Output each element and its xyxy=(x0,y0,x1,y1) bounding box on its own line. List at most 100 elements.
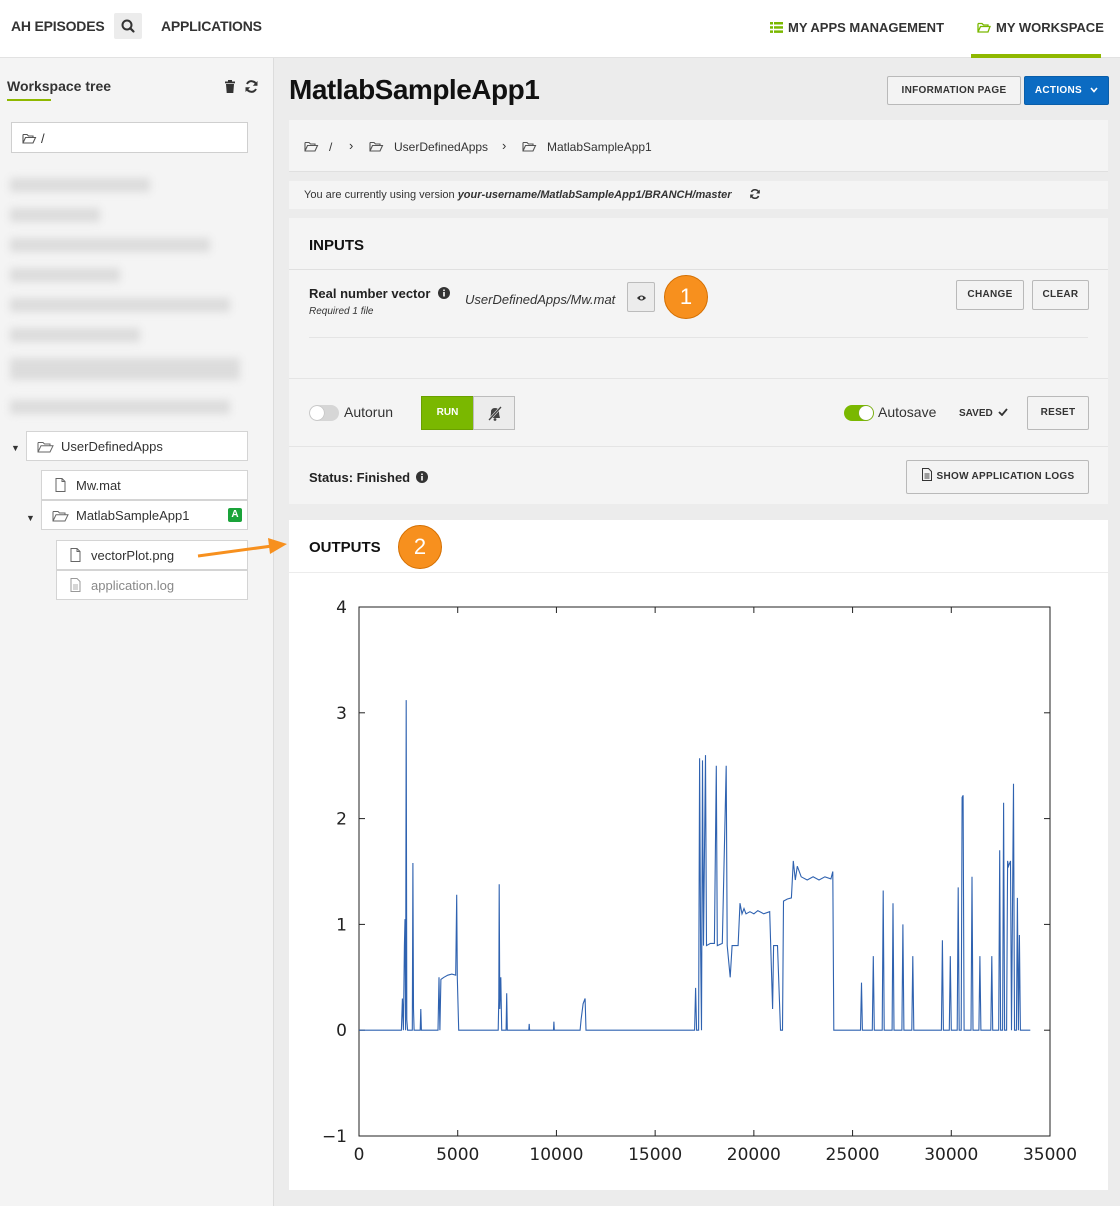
breadcrumb-folder[interactable]: UserDefinedApps xyxy=(394,140,489,154)
breadcrumb-root[interactable]: / xyxy=(329,140,333,154)
x-tick-label: 25000 xyxy=(826,1145,880,1165)
nav-my-apps-management-label: MY APPS MANAGEMENT xyxy=(788,20,945,35)
y-tick-label: 4 xyxy=(336,598,347,618)
preview-button[interactable] xyxy=(627,282,655,312)
workspace-tree-underline xyxy=(7,99,51,101)
info-icon[interactable] xyxy=(438,287,450,299)
app-badge: A xyxy=(228,508,242,522)
breadcrumb-current: MatlabSampleApp1 xyxy=(547,140,652,154)
autosave-toggle[interactable] xyxy=(844,405,874,421)
y-tick-label: 1 xyxy=(336,915,347,935)
outputs-panel: OUTPUTS 2 0 5000 10000 15000 20000 25000 30000… xyxy=(289,520,1108,1190)
show-application-logs-label: SHOW APPLICATION LOGS xyxy=(936,471,1075,482)
series-line xyxy=(359,700,1031,1031)
check-icon xyxy=(997,408,1008,417)
divider xyxy=(289,378,1108,379)
file-icon xyxy=(55,478,66,492)
workspace-sidebar: Workspace tree / ▼ UserDefinedApps Mw.ma… xyxy=(0,58,274,1206)
input-file-path: UserDefinedApps/Mw.mat xyxy=(465,292,616,307)
active-tab-indicator xyxy=(971,54,1101,58)
autosave-label: Autosave xyxy=(878,404,937,420)
real-number-vector-label: Real number vector xyxy=(309,286,450,301)
required-file-note: Required 1 file xyxy=(309,306,374,317)
vector-plot-chart: 0 5000 10000 15000 20000 25000 30000 35000 −1 0 1 2… xyxy=(322,598,1077,1165)
x-tick-label: 30000 xyxy=(924,1145,978,1165)
redacted-tree-row xyxy=(10,208,100,222)
workspace-root-path[interactable]: / xyxy=(11,122,248,153)
tree-file-mw-mat-label: Mw.mat xyxy=(76,478,121,493)
eye-icon xyxy=(637,295,646,301)
nav-my-workspace[interactable]: MY WORKSPACE xyxy=(977,20,1104,35)
nav-my-workspace-label: MY WORKSPACE xyxy=(996,20,1104,35)
file-text-icon xyxy=(921,468,932,481)
saved-indicator: SAVED xyxy=(959,408,1008,419)
search-button[interactable] xyxy=(114,13,142,39)
redacted-tree-row xyxy=(10,358,240,380)
file-icon xyxy=(70,548,81,562)
folder-open-icon xyxy=(37,442,54,453)
nav-my-apps-management[interactable]: MY APPS MANAGEMENT xyxy=(770,20,944,35)
divider xyxy=(289,446,1108,447)
tree-file-vectorplot[interactable]: vectorPlot.png xyxy=(56,540,248,570)
x-tick-label: 35000 xyxy=(1023,1145,1077,1165)
show-application-logs-button[interactable]: SHOW APPLICATION LOGS xyxy=(906,460,1089,494)
folder-open-icon xyxy=(977,22,991,33)
file-text-icon xyxy=(70,578,81,592)
real-number-vector-label-text: Real number vector xyxy=(309,286,431,301)
nav-applications[interactable]: APPLICATIONS xyxy=(161,18,262,34)
tree-file-application-log[interactable]: application.log xyxy=(56,570,248,600)
refresh-icon[interactable] xyxy=(244,79,259,94)
x-tick-label: 10000 xyxy=(529,1145,583,1165)
tree-folder-userdefinedapps[interactable]: UserDefinedApps xyxy=(26,431,248,461)
caret-down-icon[interactable]: ▼ xyxy=(11,443,20,453)
run-button[interactable]: RUN xyxy=(421,396,474,430)
inputs-panel: INPUTS Real number vector Required 1 fil… xyxy=(289,218,1108,504)
version-prefix: You are currently using version xyxy=(304,189,455,201)
y-tick-label: 3 xyxy=(336,704,347,724)
nav-ah-episodes[interactable]: AH EPISODES xyxy=(11,18,105,34)
clear-button[interactable]: CLEAR xyxy=(1032,280,1089,310)
actions-button[interactable]: ACTIONS xyxy=(1024,76,1109,105)
x-tick-label: 0 xyxy=(354,1145,365,1165)
information-page-button[interactable]: INFORMATION PAGE xyxy=(887,76,1021,105)
tree-folder-matlabsampleapp1-label: MatlabSampleApp1 xyxy=(76,508,190,523)
redacted-tree-row xyxy=(10,328,140,342)
info-icon[interactable] xyxy=(415,471,428,483)
workspace-tree-title: Workspace tree xyxy=(7,78,112,94)
change-button[interactable]: CHANGE xyxy=(956,280,1024,310)
redacted-tree-row xyxy=(10,268,120,282)
tree-file-mw-mat[interactable]: Mw.mat xyxy=(41,470,248,500)
plot-frame xyxy=(358,606,1051,1137)
root-path-label: / xyxy=(41,131,45,146)
redacted-tree-row xyxy=(10,400,230,414)
x-tick-label: 15000 xyxy=(628,1145,682,1165)
page-title: MatlabSampleApp1 xyxy=(289,74,540,105)
x-tick-label: 20000 xyxy=(727,1145,781,1165)
divider xyxy=(309,337,1088,338)
reset-button[interactable]: RESET xyxy=(1027,396,1089,430)
callout-2: 2 xyxy=(398,525,442,569)
autorun-toggle[interactable] xyxy=(309,405,339,421)
breadcrumb-separator: › xyxy=(502,138,507,153)
folder-open-icon xyxy=(304,141,319,152)
y-tick-label: 0 xyxy=(336,1021,347,1041)
trash-icon[interactable] xyxy=(224,80,236,94)
version-bar: You are currently using version your-use… xyxy=(289,181,1108,209)
y-tick-label: −1 xyxy=(322,1127,347,1147)
autorun-label: Autorun xyxy=(344,404,394,420)
refresh-icon[interactable] xyxy=(749,188,761,200)
callout-1: 1 xyxy=(664,275,708,319)
y-tick-label: 2 xyxy=(336,810,347,830)
toggle-knob xyxy=(310,406,324,420)
chevron-down-icon xyxy=(1090,87,1098,93)
folder-open-icon xyxy=(52,511,69,522)
tree-folder-matlabsampleapp1[interactable]: MatlabSampleApp1 A xyxy=(41,500,248,530)
breadcrumb-separator: › xyxy=(349,138,354,153)
main-content: MatlabSampleApp1 INFORMATION PAGE ACTION… xyxy=(274,58,1120,1206)
redacted-tree-row xyxy=(10,178,150,192)
list-icon xyxy=(770,22,783,33)
caret-down-icon[interactable]: ▼ xyxy=(26,513,35,523)
folder-open-icon xyxy=(522,141,537,152)
folder-open-icon xyxy=(22,133,37,144)
stop-notifications-button[interactable] xyxy=(473,396,515,430)
